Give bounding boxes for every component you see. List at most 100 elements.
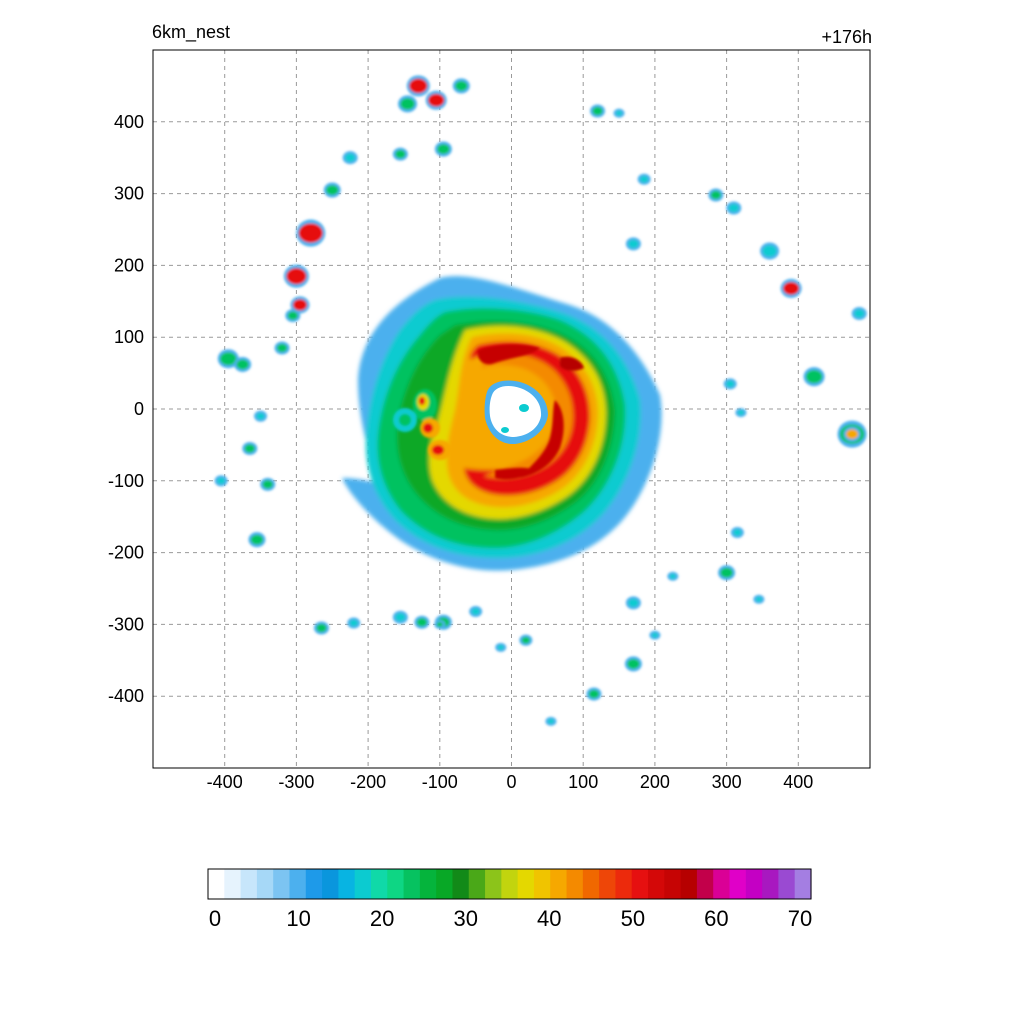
colorbar-swatch <box>208 869 225 899</box>
hotspot-north <box>477 344 540 365</box>
cell-core <box>326 185 339 195</box>
cell-core <box>854 309 865 318</box>
cell-core <box>286 268 307 285</box>
colorbar-swatch <box>550 869 568 899</box>
y-tick-label: 200 <box>114 255 144 275</box>
cell-core <box>497 644 504 650</box>
y-tick-label: -400 <box>108 686 144 706</box>
x-tick-label: -200 <box>350 772 386 792</box>
colorbar-swatch <box>648 869 665 899</box>
cell-core <box>710 191 721 200</box>
cell-core <box>592 107 603 116</box>
cell-core <box>244 444 255 453</box>
colorbar-swatch <box>680 869 698 899</box>
colorbar-swatch <box>501 869 519 899</box>
x-tick-label: 100 <box>568 772 598 792</box>
cell-core <box>416 618 427 627</box>
colorbar-tick-label: 70 <box>788 906 812 931</box>
x-tick-label: 400 <box>783 772 813 792</box>
colorbar-tick-label: 0 <box>209 906 221 931</box>
cell-core <box>737 410 744 415</box>
cell-core <box>428 93 445 107</box>
colorbar-swatch <box>582 869 600 899</box>
colorbar-swatch <box>452 869 470 899</box>
x-tick-label: 200 <box>640 772 670 792</box>
cell-core <box>669 573 676 579</box>
colorbar-swatch <box>713 869 731 899</box>
x-tick-label: -100 <box>422 772 458 792</box>
western-cells <box>393 389 452 460</box>
y-tick-label: 400 <box>114 112 144 132</box>
colorbar-swatch <box>240 869 258 899</box>
plot-frame <box>152 49 871 769</box>
cell-core <box>846 429 859 439</box>
x-axis-ticks: -400 -300 -200 -100 0 100 200 300 400 <box>207 772 814 792</box>
eye <box>484 380 548 445</box>
hotspot-northeast <box>560 356 584 371</box>
wind-speed-field <box>214 75 867 726</box>
y-tick-label: 300 <box>114 184 144 204</box>
cell-core <box>627 659 640 669</box>
colorbar-swatch <box>745 869 763 899</box>
colorbar-swatch <box>794 869 812 899</box>
cell-core <box>547 718 554 724</box>
colorbar-swatch <box>696 869 714 899</box>
cell-core <box>720 567 733 578</box>
colorbar-swatch <box>599 869 617 899</box>
colorbar: 0 10 20 30 40 50 60 70 <box>207 868 812 931</box>
cell-core <box>455 81 468 91</box>
hotspot-south <box>495 467 535 480</box>
y-tick-label: -300 <box>108 614 144 634</box>
hotspot-east <box>520 400 564 478</box>
x-tick-label: 300 <box>712 772 742 792</box>
cell-core <box>628 239 639 248</box>
colorbar-swatch <box>615 869 633 899</box>
cell-core <box>287 311 298 320</box>
cell-core <box>755 596 762 602</box>
eye-center <box>489 386 542 437</box>
colorbar-swatch <box>387 869 405 899</box>
core-hotspots <box>477 344 584 480</box>
colorbar-swatch <box>566 869 584 899</box>
x-tick-label: -300 <box>278 772 314 792</box>
cell-core <box>256 412 265 420</box>
colorbar-swatch <box>354 869 372 899</box>
cell-core <box>292 299 308 311</box>
cell-core <box>436 621 443 627</box>
cell-core <box>726 380 735 388</box>
cell-core <box>395 150 406 159</box>
cell-core <box>349 619 358 627</box>
cell-core <box>298 223 323 243</box>
cell-core <box>395 613 406 622</box>
colorbar-swatch <box>762 869 780 899</box>
colorbar-swatch <box>403 869 421 899</box>
cell-core <box>521 636 530 644</box>
cell-core <box>471 608 480 615</box>
cell-core <box>640 176 649 183</box>
y-tick-label: -100 <box>108 471 144 491</box>
cell-core <box>217 477 226 485</box>
colorbar-tick-label: 50 <box>621 906 645 931</box>
colorbar-swatch <box>517 869 535 899</box>
y-tick-label: -200 <box>108 543 144 563</box>
colorbar-swatch <box>468 869 486 899</box>
cell-core <box>616 110 623 116</box>
cell-core <box>345 153 356 162</box>
colorbar-swatch <box>664 869 682 899</box>
cell-core <box>277 343 288 352</box>
colorbar-swatch <box>273 869 291 899</box>
colorbar-frame <box>207 868 812 900</box>
colorbar-swatch <box>289 869 307 899</box>
colorbar-swatch <box>305 869 323 899</box>
cell-core <box>400 98 415 110</box>
plot-time-label: +176h <box>821 27 872 47</box>
plot-title-left: 6km_nest <box>152 22 231 42</box>
cell-core <box>409 78 428 94</box>
cell-core <box>220 352 237 366</box>
colorbar-swatch <box>224 869 242 899</box>
x-tick-label: 0 <box>506 772 516 792</box>
colorbar-tick-label: 30 <box>453 906 477 931</box>
colorbar-swatch <box>322 869 339 899</box>
